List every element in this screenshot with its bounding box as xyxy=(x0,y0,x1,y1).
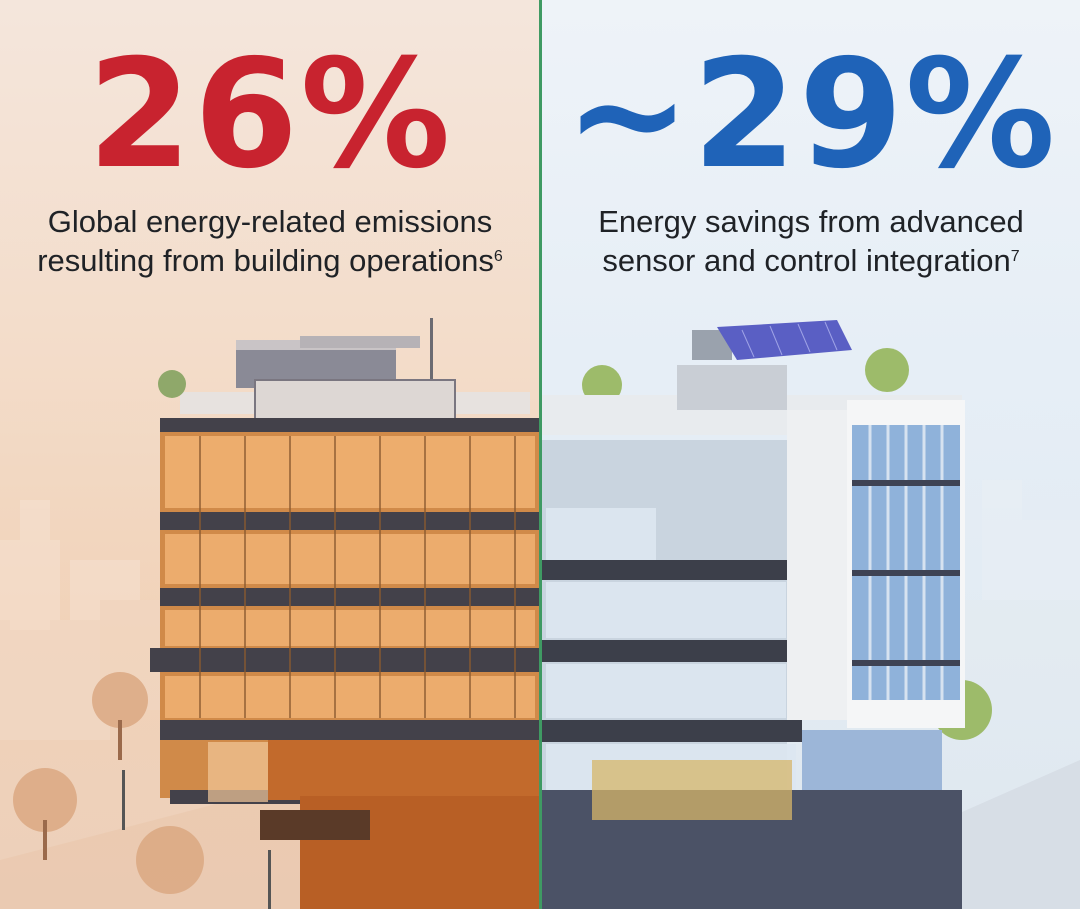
cool-building-illustration xyxy=(542,320,1080,909)
panel-divider xyxy=(539,0,542,909)
left-panel: 26% Global energy-related emissions resu… xyxy=(0,0,540,909)
footnote-marker: 6 xyxy=(493,248,503,265)
warm-building-illustration xyxy=(0,318,540,909)
energy-savings-caption-line-2: sensor and control integration xyxy=(602,243,1011,278)
emissions-caption-line-1: Global energy-related emissions xyxy=(47,204,493,239)
emissions-stat: 26% xyxy=(87,28,453,202)
solar-panel-icon xyxy=(717,320,852,360)
right-panel: ~29% Energy savings from advanced sensor… xyxy=(542,0,1080,909)
emissions-caption-line-2: resulting from building operations xyxy=(37,243,494,278)
emissions-caption: Global energy-related emissions resultin… xyxy=(0,202,540,280)
energy-savings-caption: Energy savings from advanced sensor and … xyxy=(542,202,1080,280)
energy-savings-caption-line-1: Energy savings from advanced xyxy=(598,204,1024,239)
footnote-marker: 7 xyxy=(1010,248,1020,265)
energy-savings-stat: ~29% xyxy=(564,28,1058,202)
